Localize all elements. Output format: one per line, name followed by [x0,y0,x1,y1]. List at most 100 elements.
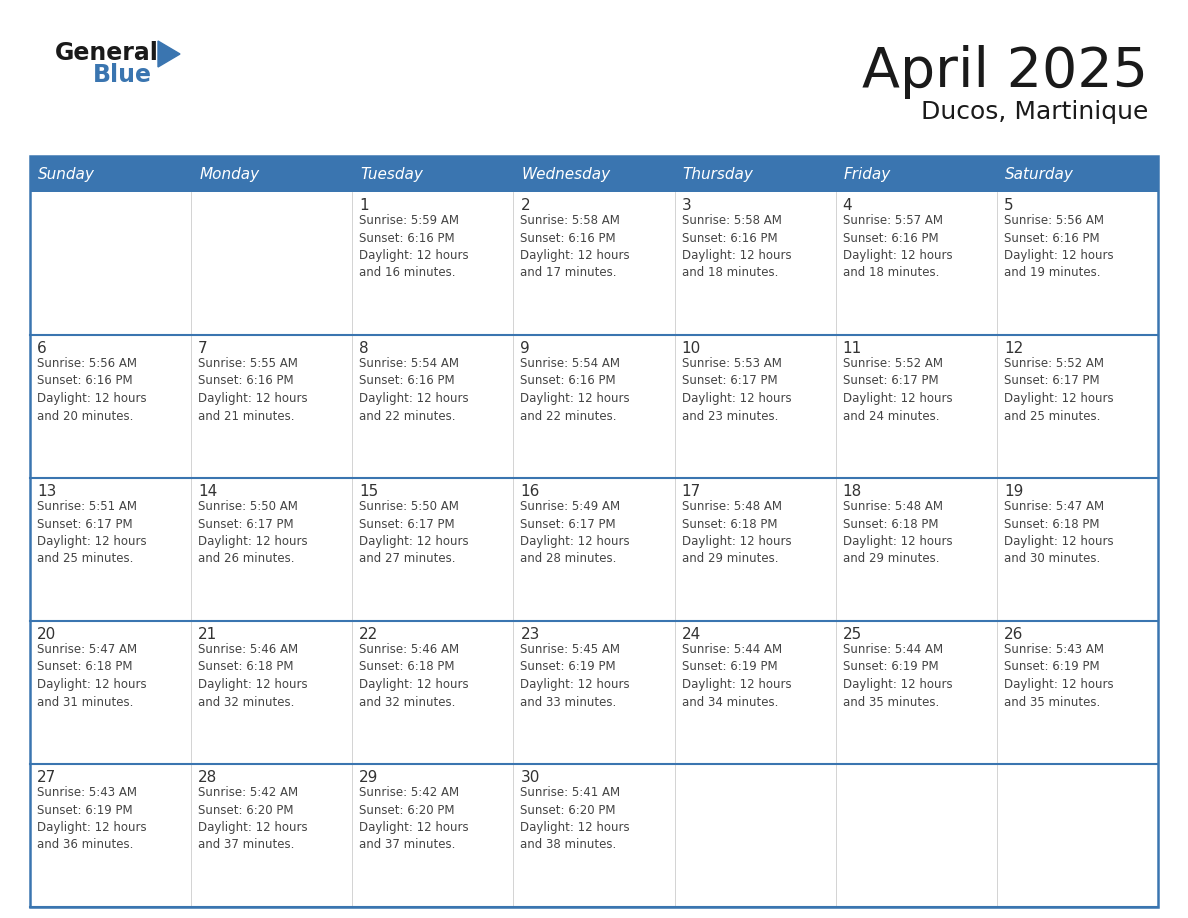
Text: Sunrise: 5:55 AM
Sunset: 6:16 PM
Daylight: 12 hours
and 21 minutes.: Sunrise: 5:55 AM Sunset: 6:16 PM Dayligh… [198,357,308,422]
Bar [191,478,353,621]
Text: Sunrise: 5:41 AM
Sunset: 6:20 PM
Daylight: 12 hours
and 38 minutes.: Sunrise: 5:41 AM Sunset: 6:20 PM Dayligh… [520,786,630,852]
Polygon shape [158,41,181,67]
Text: Sunrise: 5:46 AM
Sunset: 6:18 PM
Daylight: 12 hours
and 32 minutes.: Sunrise: 5:46 AM Sunset: 6:18 PM Dayligh… [359,643,469,709]
Text: 6: 6 [37,341,46,356]
Bar [835,764,997,907]
Text: Sunrise: 5:51 AM
Sunset: 6:17 PM
Daylight: 12 hours
and 25 minutes.: Sunrise: 5:51 AM Sunset: 6:17 PM Dayligh… [37,500,146,565]
Text: Thursday: Thursday [683,166,753,182]
Bar [513,478,675,621]
Text: 1: 1 [359,198,369,213]
Bar [30,764,191,907]
Text: Monday: Monday [200,166,259,182]
Text: Sunrise: 5:42 AM
Sunset: 6:20 PM
Daylight: 12 hours
and 37 minutes.: Sunrise: 5:42 AM Sunset: 6:20 PM Dayligh… [198,786,308,852]
Text: Sunrise: 5:44 AM
Sunset: 6:19 PM
Daylight: 12 hours
and 34 minutes.: Sunrise: 5:44 AM Sunset: 6:19 PM Dayligh… [682,643,791,709]
Text: 22: 22 [359,627,379,642]
Text: Sunrise: 5:44 AM
Sunset: 6:19 PM
Daylight: 12 hours
and 35 minutes.: Sunrise: 5:44 AM Sunset: 6:19 PM Dayligh… [842,643,953,709]
Text: 4: 4 [842,198,852,213]
Text: Sunrise: 5:48 AM
Sunset: 6:18 PM
Daylight: 12 hours
and 29 minutes.: Sunrise: 5:48 AM Sunset: 6:18 PM Dayligh… [842,500,953,565]
Text: 12: 12 [1004,341,1023,356]
Text: Sunrise: 5:46 AM
Sunset: 6:18 PM
Daylight: 12 hours
and 32 minutes.: Sunrise: 5:46 AM Sunset: 6:18 PM Dayligh… [198,643,308,709]
Text: Wednesday: Wednesday [522,166,611,182]
Bar [353,192,513,335]
Bar [675,764,835,907]
Text: 3: 3 [682,198,691,213]
Bar [835,192,997,335]
Text: Sunrise: 5:48 AM
Sunset: 6:18 PM
Daylight: 12 hours
and 29 minutes.: Sunrise: 5:48 AM Sunset: 6:18 PM Dayligh… [682,500,791,565]
Text: Sunrise: 5:50 AM
Sunset: 6:17 PM
Daylight: 12 hours
and 26 minutes.: Sunrise: 5:50 AM Sunset: 6:17 PM Dayligh… [198,500,308,565]
Bar [675,478,835,621]
Text: 25: 25 [842,627,862,642]
Bar [513,335,675,478]
Bar [191,192,353,335]
Text: 24: 24 [682,627,701,642]
Text: April 2025: April 2025 [862,45,1148,99]
Text: 29: 29 [359,770,379,785]
Bar [997,621,1158,764]
Text: 21: 21 [198,627,217,642]
Text: Sunrise: 5:43 AM
Sunset: 6:19 PM
Daylight: 12 hours
and 35 minutes.: Sunrise: 5:43 AM Sunset: 6:19 PM Dayligh… [1004,643,1113,709]
Bar [675,621,835,764]
Text: 10: 10 [682,341,701,356]
Text: Sunrise: 5:49 AM
Sunset: 6:17 PM
Daylight: 12 hours
and 28 minutes.: Sunrise: 5:49 AM Sunset: 6:17 PM Dayligh… [520,500,630,565]
Bar [513,156,675,192]
Bar [30,478,191,621]
Text: 17: 17 [682,484,701,499]
Text: 11: 11 [842,341,862,356]
Bar [675,335,835,478]
Text: Sunrise: 5:56 AM
Sunset: 6:16 PM
Daylight: 12 hours
and 20 minutes.: Sunrise: 5:56 AM Sunset: 6:16 PM Dayligh… [37,357,146,422]
Bar [997,478,1158,621]
Text: Sunday: Sunday [38,166,95,182]
Text: 14: 14 [198,484,217,499]
Text: Friday: Friday [843,166,891,182]
Bar [835,478,997,621]
Text: Sunrise: 5:59 AM
Sunset: 6:16 PM
Daylight: 12 hours
and 16 minutes.: Sunrise: 5:59 AM Sunset: 6:16 PM Dayligh… [359,214,469,279]
Text: General: General [55,41,159,65]
Text: Blue: Blue [93,63,152,87]
Text: 19: 19 [1004,484,1023,499]
Bar [30,192,191,335]
Bar [513,192,675,335]
Text: 5: 5 [1004,198,1013,213]
Text: Sunrise: 5:52 AM
Sunset: 6:17 PM
Daylight: 12 hours
and 24 minutes.: Sunrise: 5:52 AM Sunset: 6:17 PM Dayligh… [842,357,953,422]
Bar [513,621,675,764]
Bar [353,335,513,478]
Bar [191,764,353,907]
Text: Sunrise: 5:45 AM
Sunset: 6:19 PM
Daylight: 12 hours
and 33 minutes.: Sunrise: 5:45 AM Sunset: 6:19 PM Dayligh… [520,643,630,709]
Text: Ducos, Martinique: Ducos, Martinique [921,100,1148,124]
Bar [513,764,675,907]
Text: Sunrise: 5:57 AM
Sunset: 6:16 PM
Daylight: 12 hours
and 18 minutes.: Sunrise: 5:57 AM Sunset: 6:16 PM Dayligh… [842,214,953,279]
Text: Sunrise: 5:52 AM
Sunset: 6:17 PM
Daylight: 12 hours
and 25 minutes.: Sunrise: 5:52 AM Sunset: 6:17 PM Dayligh… [1004,357,1113,422]
Text: Sunrise: 5:56 AM
Sunset: 6:16 PM
Daylight: 12 hours
and 19 minutes.: Sunrise: 5:56 AM Sunset: 6:16 PM Dayligh… [1004,214,1113,279]
Text: Sunrise: 5:43 AM
Sunset: 6:19 PM
Daylight: 12 hours
and 36 minutes.: Sunrise: 5:43 AM Sunset: 6:19 PM Dayligh… [37,786,146,852]
Text: Saturday: Saturday [1005,166,1074,182]
Text: 23: 23 [520,627,539,642]
Text: Sunrise: 5:47 AM
Sunset: 6:18 PM
Daylight: 12 hours
and 31 minutes.: Sunrise: 5:47 AM Sunset: 6:18 PM Dayligh… [37,643,146,709]
Text: 18: 18 [842,484,862,499]
Text: 16: 16 [520,484,539,499]
Text: Sunrise: 5:50 AM
Sunset: 6:17 PM
Daylight: 12 hours
and 27 minutes.: Sunrise: 5:50 AM Sunset: 6:17 PM Dayligh… [359,500,469,565]
Bar [30,156,191,192]
Bar [191,621,353,764]
Text: 30: 30 [520,770,539,785]
Bar [353,621,513,764]
Bar [353,156,513,192]
Text: Sunrise: 5:53 AM
Sunset: 6:17 PM
Daylight: 12 hours
and 23 minutes.: Sunrise: 5:53 AM Sunset: 6:17 PM Dayligh… [682,357,791,422]
Bar [835,156,997,192]
Text: Sunrise: 5:58 AM
Sunset: 6:16 PM
Daylight: 12 hours
and 18 minutes.: Sunrise: 5:58 AM Sunset: 6:16 PM Dayligh… [682,214,791,279]
Text: 2: 2 [520,198,530,213]
Bar [997,335,1158,478]
Bar [997,192,1158,335]
Text: 28: 28 [198,770,217,785]
Bar [997,764,1158,907]
Bar [835,621,997,764]
Text: 9: 9 [520,341,530,356]
Bar [30,621,191,764]
Text: 7: 7 [198,341,208,356]
Text: Sunrise: 5:54 AM
Sunset: 6:16 PM
Daylight: 12 hours
and 22 minutes.: Sunrise: 5:54 AM Sunset: 6:16 PM Dayligh… [359,357,469,422]
Bar [30,156,1158,907]
Text: 27: 27 [37,770,56,785]
Bar [353,478,513,621]
Bar [191,156,353,192]
Text: 20: 20 [37,627,56,642]
Text: Tuesday: Tuesday [360,166,423,182]
